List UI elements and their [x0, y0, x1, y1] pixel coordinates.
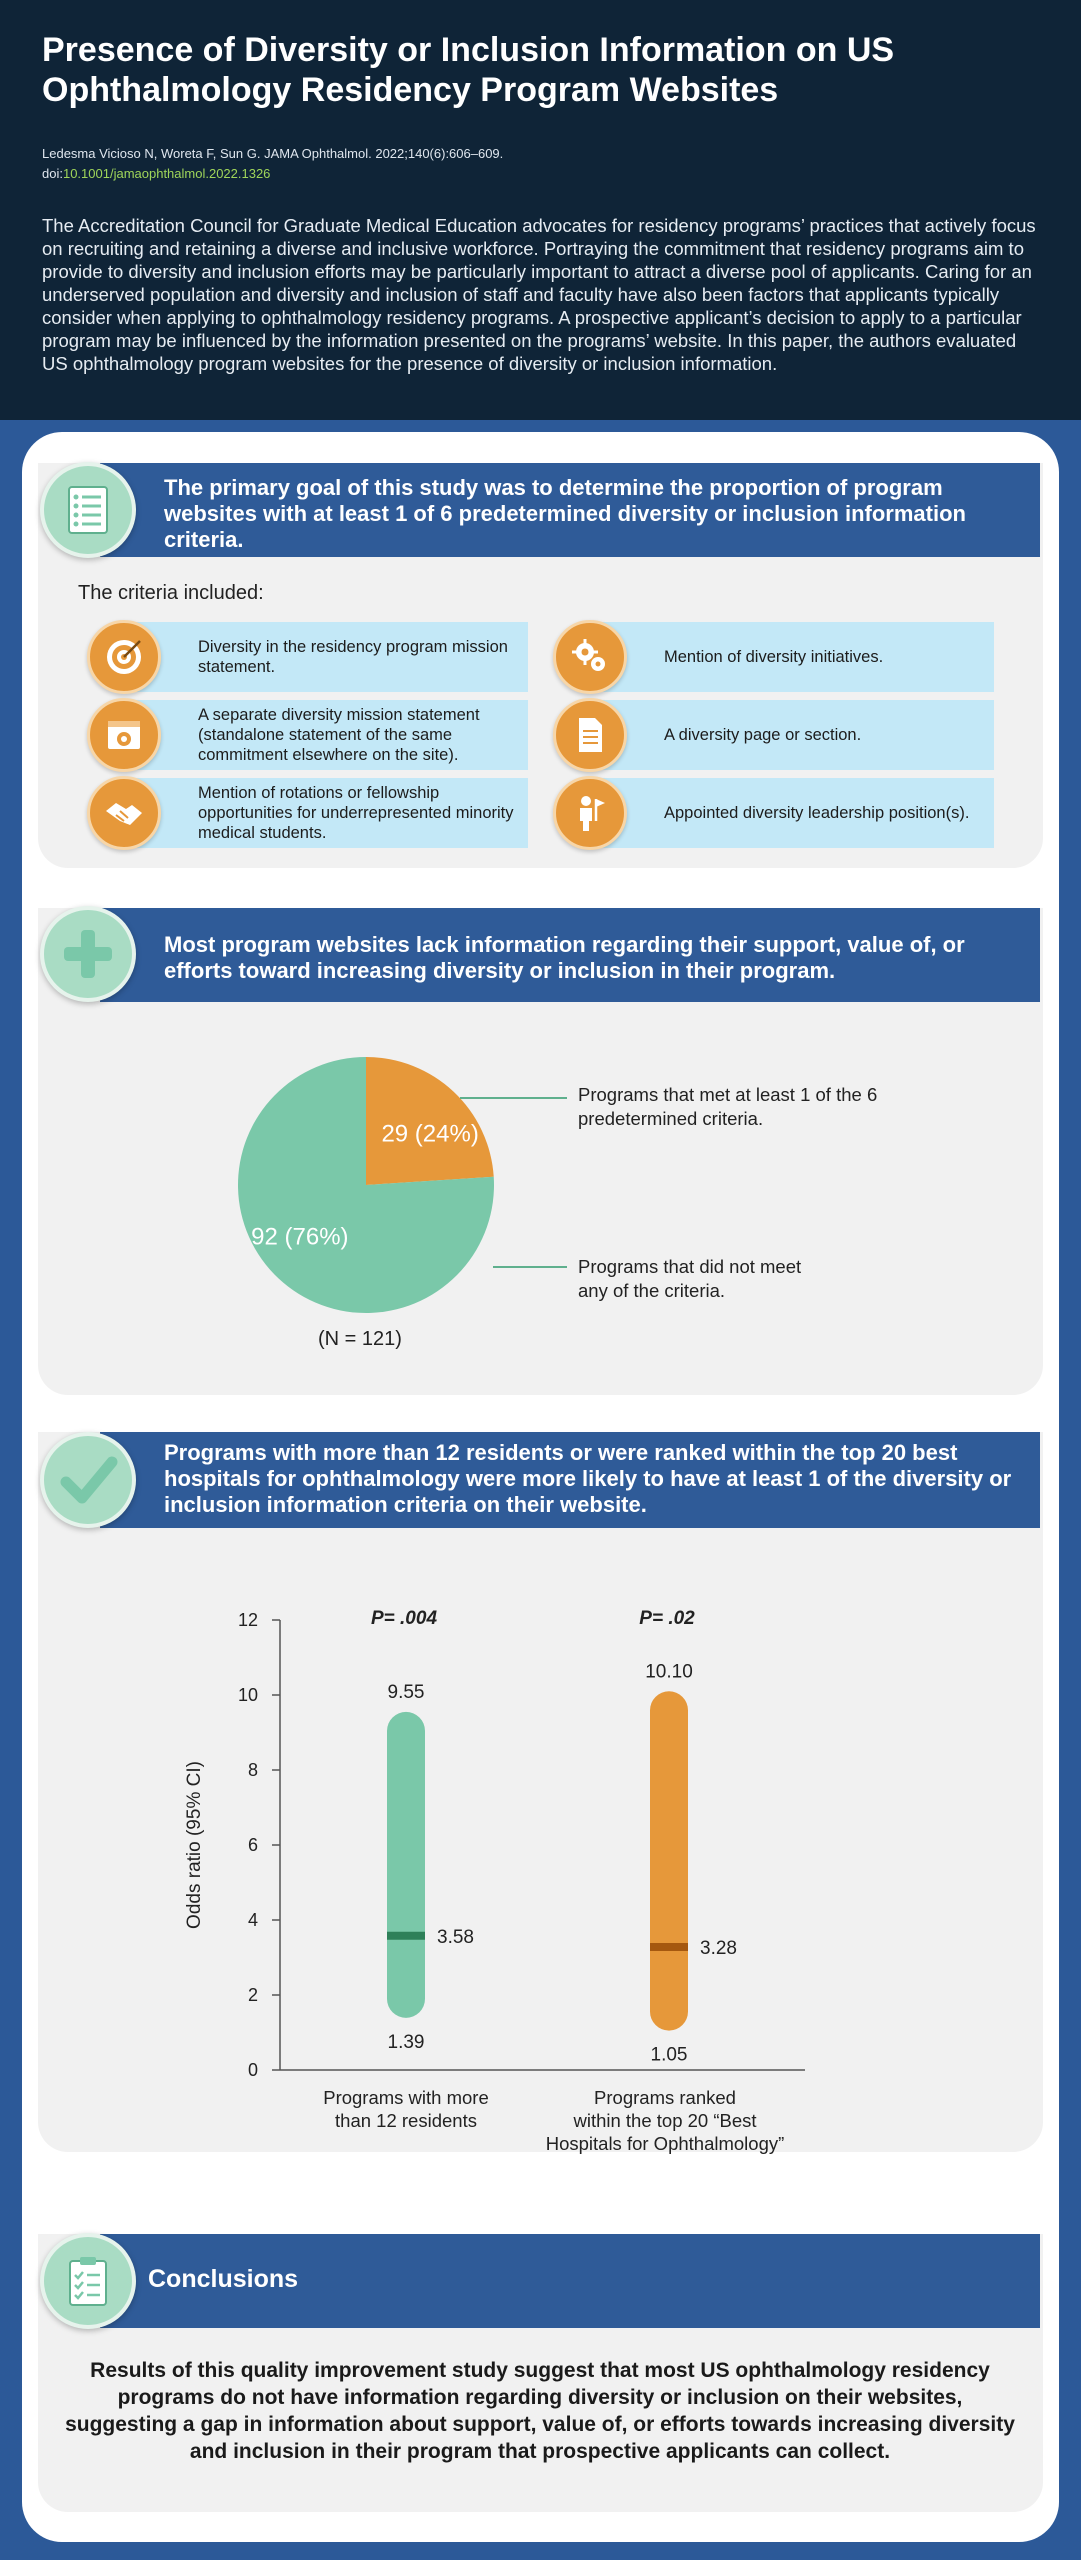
checklist-icon [40, 462, 136, 558]
citation-text: Ledesma Vicioso N, Woreta F, Sun G. JAMA… [42, 146, 504, 161]
y-tick-label: 4 [248, 1910, 258, 1930]
y-tick-label: 0 [248, 2060, 258, 2080]
checkmark-icon [40, 1432, 136, 1528]
criterion-text: Mention of rotations or fellowship oppor… [198, 784, 514, 842]
pie-label-not-met: Programs that did not meet any of the cr… [578, 1256, 802, 1301]
criterion-text: A separate diversity mission statement (… [198, 706, 480, 764]
document-icon [553, 698, 627, 772]
criterion-separate-statement: A separate diversity mission statement (… [118, 700, 528, 770]
y-tick-label: 2 [248, 1985, 258, 2005]
upper-ci-label: 9.55 [388, 1682, 425, 1703]
upper-ci-label: 10.10 [645, 1661, 693, 1682]
odds-ratio-marker [387, 1931, 425, 1940]
section-pie-banner: Most program websites lack information r… [100, 908, 1040, 1002]
conclusions-banner: Conclusions [100, 2234, 1040, 2328]
odds-ratio-chart: 0 2 4 6 8 10 12 Odds ratio (95% CI) 9.55 3.58 1.39… [184, 1608, 805, 2154]
lower-ci-label: 1.05 [651, 2045, 688, 2066]
handshake-icon [87, 776, 161, 850]
intro-paragraph: The Accreditation Council for Graduate M… [42, 215, 1036, 374]
category-label: Programs ranked within the top 20 “Best Ho… [546, 2087, 785, 2154]
conclusions-title: Conclusions [148, 2265, 299, 2293]
odds-ratio-label: 3.28 [700, 1938, 737, 1959]
webpage-target-icon [87, 698, 161, 772]
header: Presence of Diversity or Inclusion Infor… [0, 0, 1081, 420]
p-value-label: P= .02 [639, 1608, 695, 1629]
criterion-text: Appointed diversity leadership position(… [664, 804, 970, 822]
criteria-intro: The criteria included: [78, 582, 264, 604]
criterion-rotations: Mention of rotations or fellowship oppor… [118, 778, 528, 848]
banner-text: The primary goal of this study was to de… [164, 475, 966, 552]
odds-ratio-marker [650, 1943, 688, 1951]
pie-n-label: (N = 121) [318, 1328, 402, 1350]
pie-slice-label: 92 (76%) [251, 1223, 348, 1250]
plus-icon [40, 906, 136, 1002]
page-title: Presence of Diversity or Inclusion Infor… [42, 31, 895, 109]
pie-slice [237, 1057, 494, 1313]
lower-ci-label: 1.39 [388, 2032, 425, 2053]
pie-label-met: Programs that met at least 1 of the 6 pr… [578, 1084, 878, 1129]
section-criteria-banner: The primary goal of this study was to de… [100, 463, 1040, 557]
pie-connectors [460, 1097, 567, 1268]
conclusions-text: Results of this quality improvement stud… [65, 2359, 1015, 2463]
odds-ratio-label: 3.58 [437, 1927, 474, 1948]
doi-link[interactable]: 10.1001/jamaophthalmol.2022.1326 [62, 166, 271, 181]
section-odds-banner: Programs with more than 12 residents or … [100, 1432, 1040, 1528]
ci-bar [650, 1691, 688, 2031]
banner-text: Programs with more than 12 residents or … [164, 1440, 1012, 1517]
category-label: Programs with more than 12 residents [323, 2087, 489, 2131]
pie-slice [366, 1057, 494, 1185]
y-axis-label: Odds ratio (95% CI) [184, 1761, 205, 1929]
banner-text: Most program websites lack information r… [164, 932, 965, 983]
target-icon [87, 620, 161, 694]
criterion-diversity-initiatives: Mention of diversity initiatives. [584, 622, 994, 692]
ci-bar [387, 1711, 425, 2018]
y-tick-label: 8 [248, 1760, 258, 1780]
leader-flag-icon [553, 776, 627, 850]
criterion-mission-statement: Diversity in the residency program missi… [118, 622, 528, 692]
gears-icon [553, 620, 627, 694]
p-value-label: P= .004 [371, 1608, 437, 1629]
pie-slice-label: 29 (24%) [381, 1121, 478, 1148]
y-tick-label: 6 [248, 1835, 258, 1855]
section-odds-panel [38, 1432, 1043, 2152]
doi-prefix: doi: [42, 166, 63, 181]
pie-chart: 29 (24%) 92 (76%) [237, 1057, 494, 1313]
criterion-text: Mention of diversity initiatives. [664, 648, 884, 666]
criterion-text: Diversity in the residency program missi… [198, 638, 508, 676]
criterion-leadership: Appointed diversity leadership position(… [584, 778, 994, 848]
doi-line: doi:10.1001/jamaophthalmol.2022.1326 [42, 164, 1039, 184]
citation: Ledesma Vicioso N, Woreta F, Sun G. JAMA… [42, 144, 1039, 184]
clipboard-icon [40, 2233, 136, 2329]
y-tick-label: 12 [238, 1610, 258, 1630]
criterion-text: A diversity page or section. [664, 726, 862, 744]
criterion-diversity-page: A diversity page or section. [584, 700, 994, 770]
y-tick-label: 10 [238, 1685, 258, 1705]
